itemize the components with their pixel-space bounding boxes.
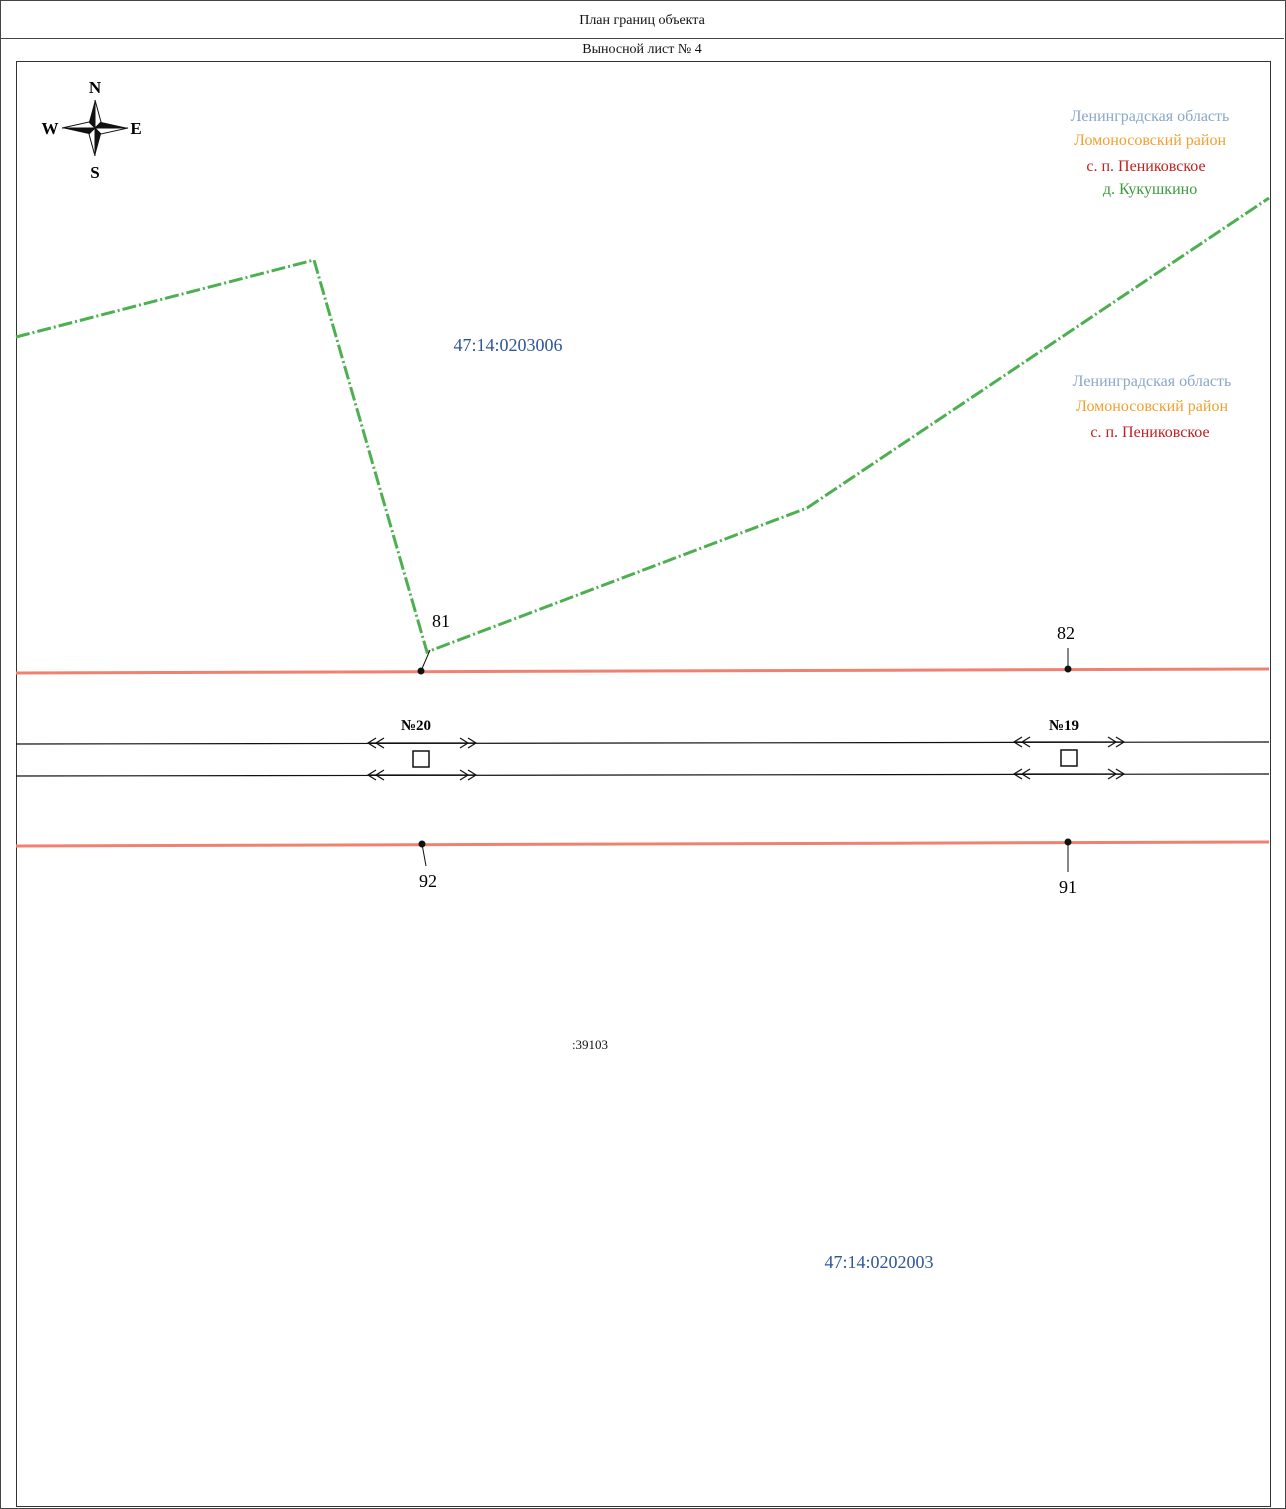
region-top-rayon: Ломоносовский район xyxy=(1074,132,1226,149)
object-boundary-south xyxy=(15,840,1270,848)
sheet-number: Выносной лист № 4 xyxy=(582,42,702,57)
marker-20-label: №20 xyxy=(401,718,431,734)
parcel-number: :39103 xyxy=(572,1037,608,1052)
compass-w: W xyxy=(42,119,59,138)
object-boundary-north xyxy=(15,667,1270,675)
turning-point-92: 92 xyxy=(418,840,437,891)
marker-20-arrows xyxy=(366,737,478,781)
turning-point-81: 81 xyxy=(417,611,450,675)
plan-title: План границ объекта xyxy=(0,0,1284,39)
marker-19-label: №19 xyxy=(1049,718,1079,734)
compass-n: N xyxy=(89,78,102,97)
region-top-village: д. Кукушкино xyxy=(1103,181,1197,198)
region-mid-settlement: с. п. Пениковское xyxy=(1090,424,1209,441)
village-boundary-line xyxy=(15,196,1270,654)
map-area-border xyxy=(16,61,1271,1507)
compass-rose-icon: N S W E xyxy=(42,78,142,182)
point-91-label: 91 xyxy=(1059,877,1077,897)
compass-e: E xyxy=(130,119,141,138)
point-92-label: 92 xyxy=(419,871,437,891)
compass-s: S xyxy=(90,163,99,182)
marker-19-arrows xyxy=(1012,736,1126,780)
region-mid-rayon: Ломоносовский район xyxy=(1076,398,1228,415)
turning-point-91: 91 xyxy=(1059,838,1077,897)
point-81-label: 81 xyxy=(432,611,450,631)
cadastral-quarter-north: 47:14:0203006 xyxy=(453,335,562,355)
region-mid-oblast: Ленинградская область xyxy=(1073,373,1232,390)
cadastral-quarter-south: 47:14:0202003 xyxy=(824,1252,933,1272)
point-82-label: 82 xyxy=(1057,623,1075,643)
region-top-oblast: Ленинградская область xyxy=(1071,108,1230,125)
turning-point-82: 82 xyxy=(1057,623,1075,673)
region-top-settlement: с. п. Пениковское xyxy=(1086,158,1205,175)
